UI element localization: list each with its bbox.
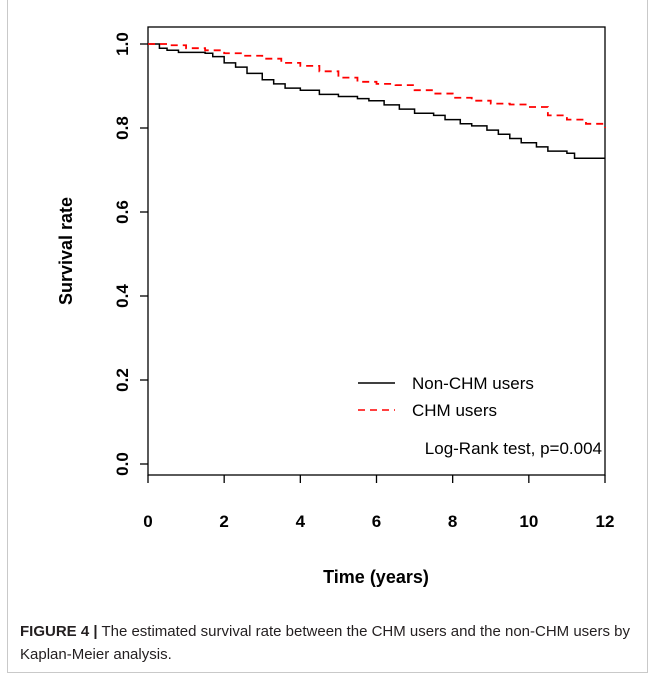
figure-label: FIGURE 4 | — [20, 623, 98, 640]
y-tick-label: 0.2 — [113, 368, 132, 392]
figure-caption: FIGURE 4 | The estimated survival rate b… — [20, 620, 640, 666]
x-tick-label: 12 — [596, 512, 615, 531]
logrank-annotation: Log-Rank test, p=0.004 — [425, 439, 602, 458]
x-tick-label: 10 — [519, 512, 538, 531]
x-axis: 0 2 4 6 8 10 12 — [143, 475, 614, 531]
legend: Non-CHM users CHM users — [358, 374, 534, 420]
y-tick-label: 0.0 — [113, 452, 132, 476]
legend-label-non-chm: Non-CHM users — [412, 374, 534, 393]
x-tick-label: 6 — [372, 512, 381, 531]
y-axis-title: Survival rate — [56, 197, 76, 305]
x-axis-title: Time (years) — [323, 567, 429, 587]
plot-box — [147, 26, 606, 476]
legend-label-chm: CHM users — [412, 401, 497, 420]
figure-frame — [7, 0, 648, 673]
y-tick-label: 1.0 — [113, 32, 132, 56]
x-tick-label: 0 — [143, 512, 152, 531]
survival-curves — [148, 43, 606, 159]
survival-chart: 0.0 0.2 0.4 0.6 0.8 1.0 0 2 4 6 8 10 12 Time (years… — [56, 26, 614, 587]
y-axis: 0.0 0.2 0.4 0.6 0.8 1.0 — [113, 32, 148, 476]
x-tick-label: 8 — [448, 512, 457, 531]
curve-chm-users — [148, 43, 606, 128]
caption-text: The estimated survival rate between the … — [20, 623, 631, 663]
y-tick-label: 0.6 — [113, 200, 132, 224]
y-tick-label: 0.4 — [113, 284, 132, 308]
curve-non-chm-users — [148, 43, 605, 159]
y-tick-label: 0.8 — [113, 116, 132, 140]
x-tick-label: 4 — [296, 512, 306, 531]
x-tick-label: 2 — [219, 512, 228, 531]
